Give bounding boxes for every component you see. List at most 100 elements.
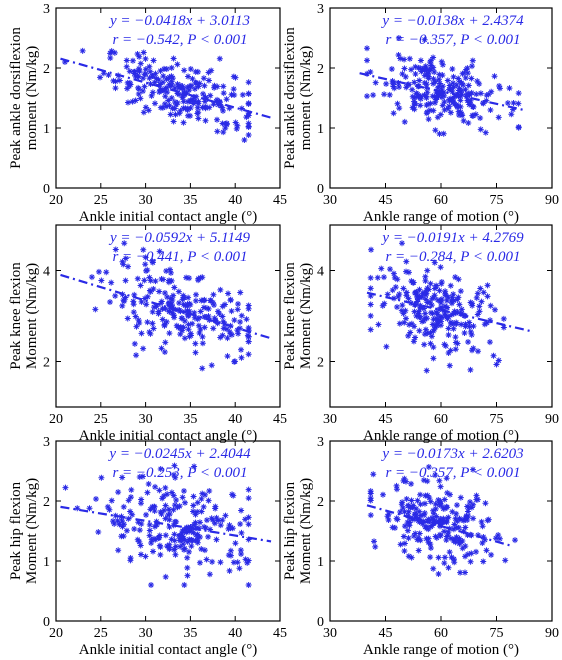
- data-point: [150, 57, 157, 64]
- data-point: [226, 105, 233, 112]
- data-point: [237, 547, 244, 554]
- scatter-panel-1: 20 25 30 35 40 45 0 1 2 3 Ankle initial contact an…: [8, 2, 287, 225]
- data-point: [390, 110, 397, 117]
- data-point: [125, 497, 132, 504]
- data-point: [100, 70, 107, 77]
- data-point: [447, 535, 454, 542]
- data-point: [469, 347, 476, 354]
- data-point: [146, 63, 153, 70]
- data-point: [430, 294, 437, 301]
- y-tick-label: 4: [317, 265, 324, 280]
- data-point: [445, 313, 452, 320]
- data-point: [411, 511, 418, 518]
- data-point: [185, 326, 192, 333]
- data-point: [443, 297, 450, 304]
- data-point: [485, 516, 492, 523]
- y-tick-label: 2: [43, 356, 50, 371]
- data-point: [182, 302, 189, 309]
- data-point: [146, 521, 153, 528]
- data-point: [443, 304, 450, 311]
- data-point: [384, 513, 391, 520]
- data-point: [245, 302, 252, 309]
- data-point: [116, 521, 123, 528]
- data-point: [171, 462, 178, 469]
- regression-line: [60, 505, 272, 543]
- data-point: [459, 538, 466, 545]
- data-point: [476, 303, 483, 310]
- data-point: [464, 517, 471, 524]
- data-point: [191, 463, 198, 470]
- data-point: [210, 325, 217, 332]
- data-point: [461, 516, 468, 523]
- data-point: [201, 98, 208, 105]
- data-point: [122, 277, 129, 284]
- data-point: [168, 536, 175, 543]
- y-tick-label: 1: [43, 122, 50, 137]
- data-point: [379, 302, 386, 309]
- data-point: [367, 512, 374, 519]
- data-point: [408, 480, 415, 487]
- data-point: [421, 92, 428, 99]
- data-point: [438, 278, 445, 285]
- data-point: [446, 96, 453, 103]
- x-tick-label: 45: [273, 193, 287, 208]
- data-point: [481, 536, 488, 543]
- data-point: [462, 86, 469, 93]
- data-point: [450, 84, 457, 91]
- data-point: [449, 294, 456, 301]
- data-point: [412, 70, 419, 77]
- data-point: [163, 76, 170, 83]
- data-point: [208, 67, 215, 74]
- data-point: [177, 107, 184, 114]
- data-point: [450, 95, 457, 102]
- x-tick-label: 45: [379, 412, 393, 427]
- data-point: [378, 265, 385, 272]
- data-point: [176, 299, 183, 306]
- data-point: [182, 105, 189, 112]
- data-point: [168, 94, 175, 101]
- data-point: [417, 501, 424, 508]
- data-point: [169, 105, 176, 112]
- data-point: [443, 475, 450, 482]
- data-point: [170, 506, 177, 513]
- x-axis-label: Ankle initial contact angle (°): [79, 642, 257, 658]
- data-point: [395, 293, 402, 300]
- data-point: [226, 567, 233, 574]
- data-point: [214, 116, 221, 123]
- data-point: [466, 101, 473, 108]
- data-point: [161, 349, 168, 356]
- data-point: [111, 520, 118, 527]
- data-point: [224, 335, 231, 342]
- data-point: [394, 100, 401, 107]
- data-point: [201, 491, 208, 498]
- data-point: [143, 301, 150, 308]
- data-point: [405, 295, 412, 302]
- data-point: [389, 287, 396, 294]
- data-point: [430, 80, 437, 87]
- x-tick-label: 45: [273, 626, 287, 641]
- data-point: [390, 83, 397, 90]
- data-point: [400, 533, 407, 540]
- data-point: [203, 517, 210, 524]
- data-point: [127, 557, 134, 564]
- data-point: [420, 318, 427, 325]
- data-point: [232, 540, 239, 547]
- data-point: [399, 70, 406, 77]
- data-point: [111, 49, 118, 56]
- data-point: [112, 246, 119, 253]
- data-point: [234, 559, 241, 566]
- data-point: [406, 321, 413, 328]
- data-point: [174, 61, 181, 68]
- data-point: [166, 308, 173, 315]
- data-point: [245, 90, 252, 97]
- data-point: [119, 474, 126, 481]
- data-point: [467, 499, 474, 506]
- data-point: [176, 503, 183, 510]
- data-point: [238, 346, 245, 353]
- x-tick-label: 30: [323, 193, 337, 208]
- data-point: [396, 320, 403, 327]
- data-point: [437, 483, 444, 490]
- data-point: [125, 99, 132, 106]
- data-point: [402, 307, 409, 314]
- data-point: [147, 277, 154, 284]
